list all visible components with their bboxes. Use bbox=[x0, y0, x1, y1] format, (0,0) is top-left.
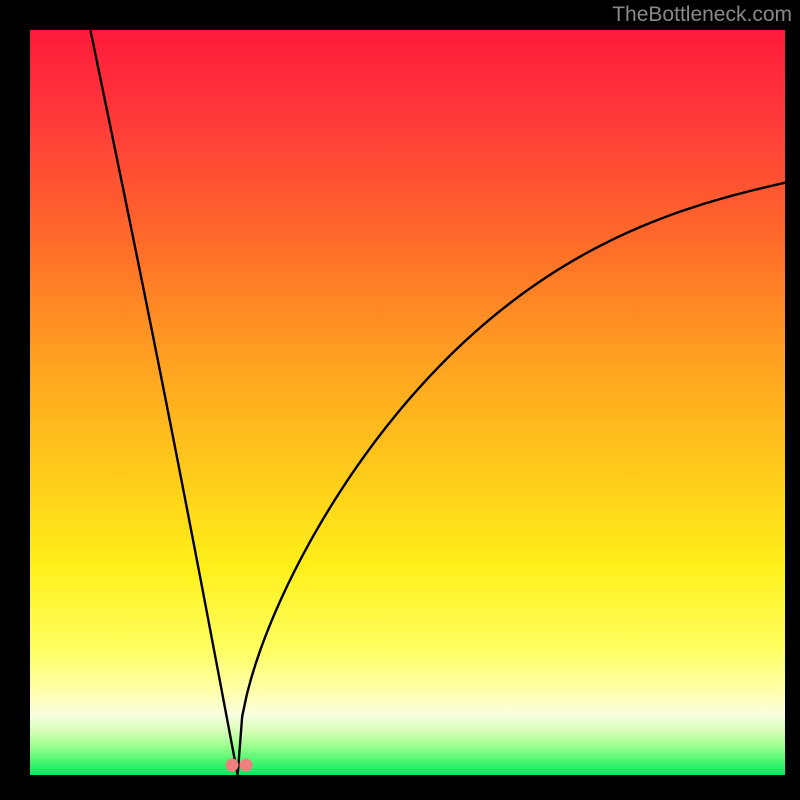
chart-plot-area bbox=[30, 30, 785, 775]
curve-path bbox=[90, 30, 785, 775]
trough-marker-1 bbox=[239, 758, 252, 771]
bottleneck-curve bbox=[30, 30, 785, 775]
watermark-text: TheBottleneck.com bbox=[612, 3, 792, 27]
trough-marker-0 bbox=[225, 758, 238, 771]
